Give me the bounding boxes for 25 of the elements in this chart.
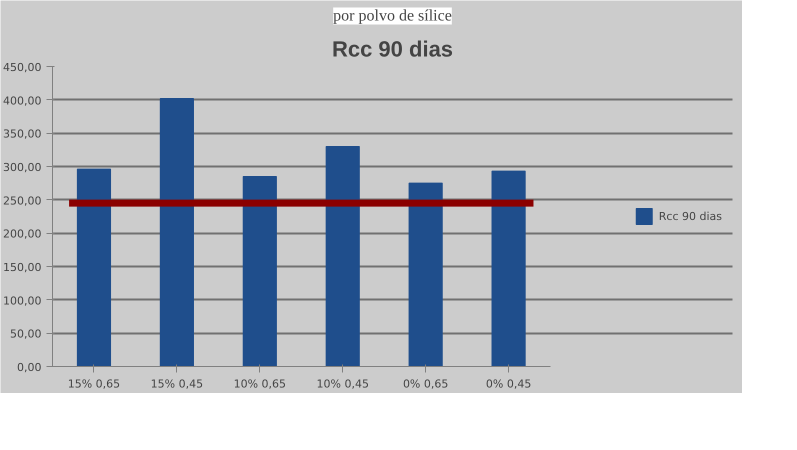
- y-tick-label: 0,00: [17, 361, 42, 374]
- y-tick-label: 350,00: [3, 128, 42, 141]
- y-tick-label: 300,00: [3, 161, 42, 174]
- x-tick-label: 0% 0,45: [486, 378, 532, 390]
- bar: [76, 168, 112, 366]
- bar: [242, 176, 277, 366]
- y-tick-label: 50,00: [10, 328, 42, 341]
- chart-title: Rcc 90 dias: [332, 36, 454, 62]
- x-tick-label: 15% 0,65: [68, 378, 120, 390]
- bar: [492, 170, 526, 366]
- text: por polvo de sílice: [333, 8, 452, 24]
- legend-label: Rcc 90 dias: [658, 210, 722, 222]
- bar: [408, 182, 443, 366]
- x-tick-label: 10% 0,65: [234, 378, 286, 390]
- y-tick-label: 400,00: [3, 94, 42, 108]
- y-tick-label: 200,00: [3, 228, 42, 241]
- x-tick-label: 15% 0,45: [150, 378, 204, 390]
- x-tick-label: 0% 0,65: [402, 378, 448, 390]
- bar: [326, 146, 360, 366]
- bar: [160, 98, 194, 366]
- y-tick-label: 100,00: [3, 294, 42, 308]
- x-tick-label: 10% 0,45: [316, 378, 369, 390]
- y-tick-label: 450,00: [3, 61, 42, 74]
- y-tick-label: 150,00: [3, 261, 42, 274]
- y-tick-label: 250,00: [3, 194, 42, 208]
